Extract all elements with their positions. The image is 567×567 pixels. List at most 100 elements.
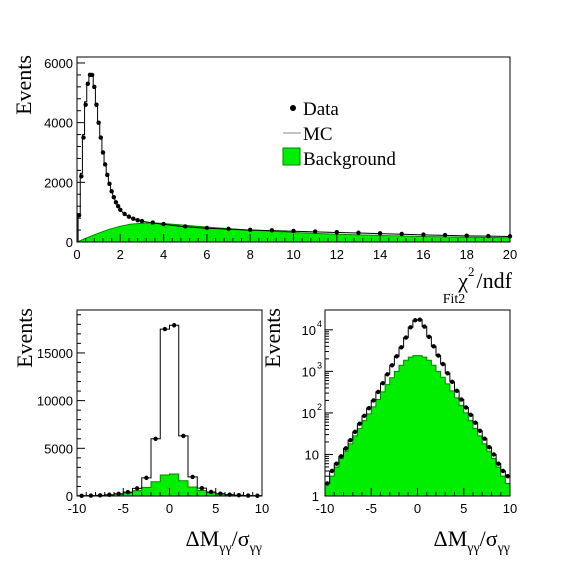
data-point — [153, 436, 158, 441]
data-point — [105, 172, 110, 178]
x-axis-title-main: χ — [457, 268, 468, 293]
data-point — [92, 84, 97, 90]
data-point — [422, 324, 427, 329]
y-axis-title: Events — [11, 55, 36, 115]
y-tick-label: 1 — [312, 489, 319, 504]
x-axis-title-sub2: γγ — [249, 541, 262, 556]
x-axis-title-sub: γγ — [466, 541, 479, 556]
data-point — [97, 493, 103, 498]
y-tick-label: 10 — [302, 323, 316, 338]
data-point — [144, 475, 149, 481]
data-point — [334, 461, 339, 466]
x-axis-title-mid: /σ — [480, 526, 498, 551]
x-axis-title-main: ΔM — [186, 526, 220, 551]
data-point — [96, 120, 101, 125]
x-tick-label: -5 — [365, 501, 377, 516]
data-point — [111, 195, 117, 200]
data-point — [329, 468, 335, 474]
data-point — [491, 452, 497, 457]
data-point — [417, 317, 423, 322]
data-point — [125, 489, 131, 495]
data-point — [408, 325, 413, 330]
data-point — [375, 389, 381, 395]
data-point — [389, 363, 395, 368]
legend-label-mc: MC — [303, 124, 333, 145]
x-tick-label: 4 — [160, 247, 167, 262]
data-point — [116, 491, 121, 497]
data-point — [380, 380, 386, 386]
x-tick-label: 12 — [330, 247, 344, 262]
data-point — [81, 135, 86, 140]
y-axis-title: Events — [260, 308, 285, 368]
x-axis-title-rest: /ndf — [477, 268, 513, 293]
data-point — [161, 221, 166, 227]
y-tick-label: 10 — [302, 364, 316, 379]
legend-label-background: Background — [303, 149, 396, 170]
x-axis-title-main: ΔM — [434, 526, 468, 551]
y-tick-label: 15000 — [37, 346, 73, 361]
data-point — [85, 81, 91, 87]
data-point — [122, 211, 127, 217]
x-axis-title: ΔMγγ/σγγ — [434, 526, 510, 556]
data-point — [463, 405, 469, 410]
data-point — [218, 491, 223, 496]
x-axis-title: χ2/ndf — [457, 264, 512, 293]
data-point — [113, 200, 119, 205]
plot-frame — [76, 309, 263, 497]
x-tick-label: 0 — [166, 501, 173, 516]
data-point — [371, 398, 376, 403]
x-tick-label: 5 — [460, 501, 467, 516]
data-point — [183, 224, 188, 229]
data-point — [436, 353, 441, 358]
data-point — [236, 493, 242, 498]
data-point — [366, 405, 372, 411]
y-tick-label: 10000 — [37, 394, 73, 409]
y-tick-exponent: 4 — [317, 319, 322, 329]
data-point — [83, 102, 88, 107]
data-point — [468, 412, 473, 418]
data-point — [291, 228, 296, 234]
x-axis-title-sub: Fit2 — [443, 292, 466, 307]
y-tick-label: 2000 — [44, 175, 73, 190]
data-point — [449, 379, 455, 385]
data-point — [496, 461, 501, 466]
x-tick-label: 0 — [73, 247, 80, 262]
y-tick-label: 10 — [302, 406, 316, 421]
data-point — [362, 413, 367, 419]
data-point — [126, 214, 132, 219]
data-point — [248, 227, 253, 232]
x-tick-label: 5 — [212, 501, 219, 516]
data-point — [269, 228, 275, 233]
x-tick-label: 2 — [117, 247, 124, 262]
data-point — [356, 230, 361, 235]
data-point — [477, 428, 483, 434]
x-tick-label: 10 — [286, 247, 300, 262]
data-point — [312, 229, 318, 234]
data-point — [385, 372, 390, 377]
x-axis-title-sup: 2 — [468, 264, 475, 279]
data-point — [442, 232, 448, 238]
data-point — [412, 318, 418, 323]
y-axis-title: Events — [12, 308, 37, 368]
x-axis-title-mid: /σ — [232, 526, 250, 551]
data-point — [100, 150, 106, 155]
x-axis-title-sub: γγ — [218, 541, 231, 556]
x-tick-label: -10 — [316, 501, 335, 516]
data-point — [115, 203, 121, 209]
data-point — [334, 229, 339, 235]
data-point — [171, 323, 177, 328]
x-tick-label: 16 — [416, 247, 430, 262]
data-point — [226, 226, 231, 232]
data-point — [431, 344, 436, 349]
data-point — [76, 212, 82, 218]
data-point — [394, 354, 399, 359]
data-point — [208, 489, 214, 495]
legend-background-box — [282, 147, 301, 166]
data-point — [118, 207, 123, 212]
y-tick-label: 5000 — [44, 441, 73, 456]
data-point — [107, 181, 112, 187]
data-point — [131, 216, 136, 221]
data-point — [505, 473, 510, 479]
y-tick-exponent: 3 — [317, 360, 322, 370]
